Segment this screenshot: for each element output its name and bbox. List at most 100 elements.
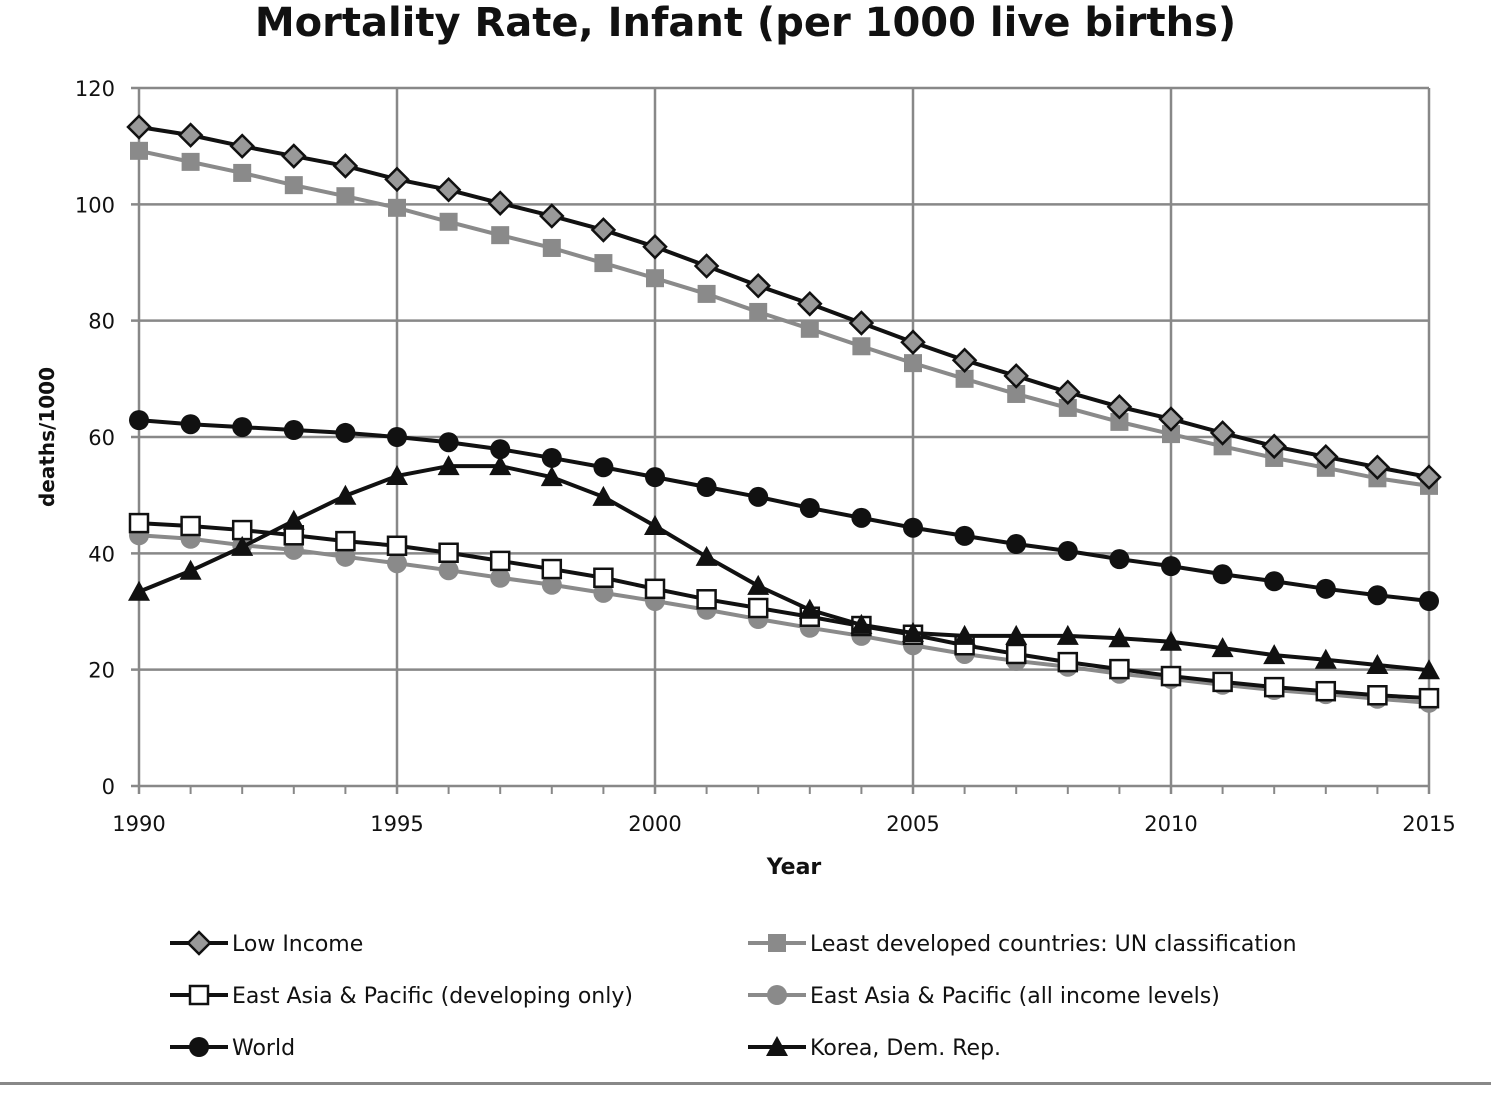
legend-label: East Asia & Pacific (all income levels) — [810, 984, 1220, 1009]
legend-label: Least developed countries: UN classifica… — [810, 932, 1297, 957]
data-point — [1418, 659, 1440, 680]
x-tick-label: 1995 — [370, 812, 423, 836]
x-tick-label: 1990 — [112, 812, 165, 836]
data-point — [229, 133, 255, 159]
data-point — [177, 122, 204, 148]
data-point — [904, 354, 922, 373]
data-point — [1056, 624, 1079, 645]
data-point — [798, 598, 821, 619]
data-point — [384, 166, 410, 193]
series-5 — [128, 455, 1440, 680]
data-point — [541, 447, 562, 468]
data-point — [644, 578, 666, 600]
data-point — [1055, 379, 1081, 405]
data-point — [1005, 624, 1028, 645]
data-point — [1160, 630, 1182, 651]
y-tick-label: 60 — [88, 426, 115, 450]
series-line — [138, 533, 1430, 705]
data-point — [1110, 412, 1129, 431]
series-1 — [130, 141, 1438, 495]
data-point — [852, 337, 871, 356]
data-point — [128, 512, 150, 534]
y-tick-label: 40 — [88, 542, 115, 566]
data-point — [695, 545, 718, 566]
data-point — [1211, 637, 1234, 658]
data-point — [749, 302, 768, 321]
series-2 — [128, 512, 1440, 709]
data-point — [1263, 644, 1286, 665]
data-point — [951, 347, 978, 373]
data-point — [1158, 406, 1184, 432]
data-point — [179, 559, 202, 580]
data-point — [386, 464, 408, 485]
data-point — [1314, 648, 1337, 669]
data-point — [800, 319, 819, 338]
data-point — [1366, 654, 1389, 675]
data-point — [1160, 665, 1182, 687]
data-point — [955, 369, 974, 388]
data-point — [903, 517, 923, 538]
data-point — [696, 589, 717, 610]
data-point — [1419, 591, 1439, 612]
data-point — [541, 574, 562, 595]
data-point — [128, 580, 150, 601]
data-point — [594, 254, 613, 273]
data-point — [1367, 585, 1388, 606]
legend-marker — [768, 934, 786, 952]
data-point — [490, 567, 511, 588]
legend-item: East Asia & Pacific (developing only) — [170, 984, 633, 1009]
legend-label: World — [232, 1036, 295, 1061]
series-line — [138, 521, 1430, 701]
data-point — [334, 484, 357, 505]
data-point — [180, 414, 201, 435]
data-point — [232, 417, 253, 438]
data-point — [593, 567, 614, 589]
legend-item: East Asia & Pacific (all income levels) — [748, 984, 1220, 1009]
data-point — [1109, 549, 1130, 570]
y-tick-label: 80 — [88, 310, 115, 334]
y-axis-label: deaths/1000 — [35, 367, 59, 507]
data-point — [439, 212, 458, 231]
data-point — [540, 466, 563, 487]
y-tick-label: 120 — [75, 77, 115, 101]
data-point — [487, 190, 513, 216]
data-point — [1003, 363, 1029, 389]
data-point — [1058, 398, 1077, 417]
data-point — [696, 477, 717, 498]
data-point — [129, 410, 149, 431]
data-point — [851, 507, 872, 528]
data-point — [489, 550, 511, 572]
y-tick-label: 20 — [88, 659, 115, 683]
data-point — [387, 553, 407, 574]
data-point — [438, 560, 459, 581]
data-point — [335, 530, 356, 552]
data-point — [1315, 578, 1336, 599]
data-point — [1006, 534, 1027, 555]
series-0 — [126, 114, 1442, 490]
data-point — [748, 486, 769, 507]
series-line — [138, 464, 1430, 673]
data-point — [1367, 685, 1388, 706]
chart-title: Mortality Rate, Infant (per 1000 live bi… — [254, 0, 1237, 46]
legend-label: East Asia & Pacific (developing only) — [232, 984, 633, 1009]
data-point — [541, 558, 563, 580]
x-axis-label: Year — [766, 855, 822, 880]
x-tick-label: 2015 — [1402, 812, 1455, 836]
data-point — [747, 597, 769, 619]
bottom-divider — [0, 1082, 1491, 1085]
legend-marker — [186, 930, 212, 956]
data-point — [539, 203, 565, 229]
data-point — [335, 422, 356, 443]
y-tick-label: 0 — [102, 775, 115, 799]
data-point — [284, 176, 303, 195]
x-tick-label: 2005 — [886, 812, 939, 836]
data-point — [697, 284, 716, 303]
data-point — [954, 525, 975, 546]
data-point — [1209, 420, 1236, 446]
data-point — [1057, 651, 1079, 673]
data-point — [645, 467, 665, 488]
data-point — [644, 514, 666, 535]
data-point — [1263, 676, 1285, 698]
legend-item: Korea, Dem. Rep. — [748, 1036, 1001, 1061]
